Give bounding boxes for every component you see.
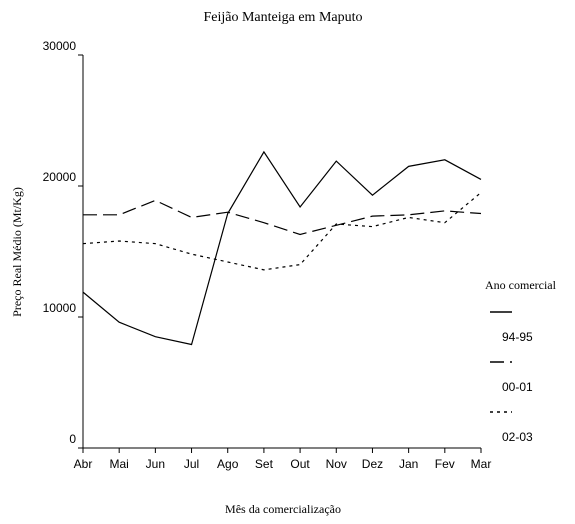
x-tick-label: Nov <box>326 457 347 471</box>
x-tick-label: Jul <box>184 457 199 471</box>
x-tick-label: Jun <box>146 457 165 471</box>
y-tick-label: 20000 <box>43 170 77 184</box>
series-line <box>82 192 482 271</box>
series-line <box>82 150 482 346</box>
legend-title: Ano comercial <box>485 278 557 292</box>
x-tick-label: Mar <box>471 457 492 471</box>
legend-label: 02-03 <box>502 430 533 444</box>
x-tick-label: Set <box>255 457 274 471</box>
x-tick-label: Ago <box>217 457 239 471</box>
x-tick-label: Mai <box>110 457 129 471</box>
y-tick-label: 0 <box>69 432 76 446</box>
x-tick-label: Abr <box>74 457 93 471</box>
x-tick-label: Dez <box>362 457 383 471</box>
x-tick-label: Out <box>290 457 310 471</box>
y-tick-label: 30000 <box>43 39 77 53</box>
x-axis-label: Mês da comercialização <box>225 502 341 516</box>
chart-title: Feijão Manteiga em Maputo <box>203 10 362 25</box>
y-axis-label: Preço Real Médio (Mt/Kg) <box>10 187 24 317</box>
x-tick-label: Jan <box>399 457 418 471</box>
legend-label: 94-95 <box>502 330 533 344</box>
y-tick-label: 10000 <box>43 301 77 315</box>
legend-label: 00-01 <box>502 380 533 394</box>
series-line <box>83 199 482 236</box>
x-tick-label: Fev <box>435 457 455 471</box>
